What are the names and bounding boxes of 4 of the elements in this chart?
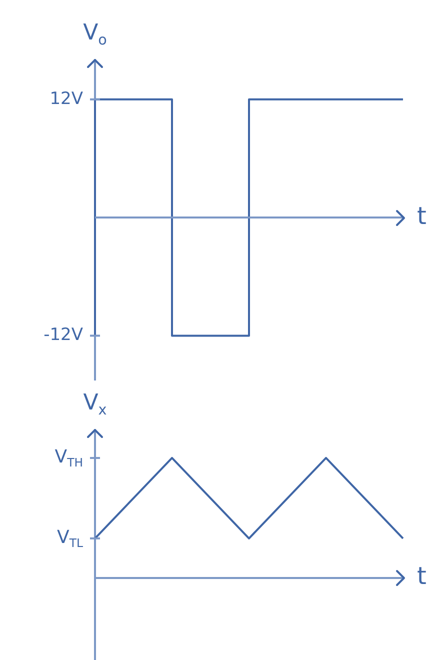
x-axis-title: t — [417, 562, 426, 590]
y-tick-label: 12V — [50, 88, 84, 109]
x-axis-title: t — [417, 202, 426, 230]
y-tick-label: -12V — [44, 325, 84, 346]
